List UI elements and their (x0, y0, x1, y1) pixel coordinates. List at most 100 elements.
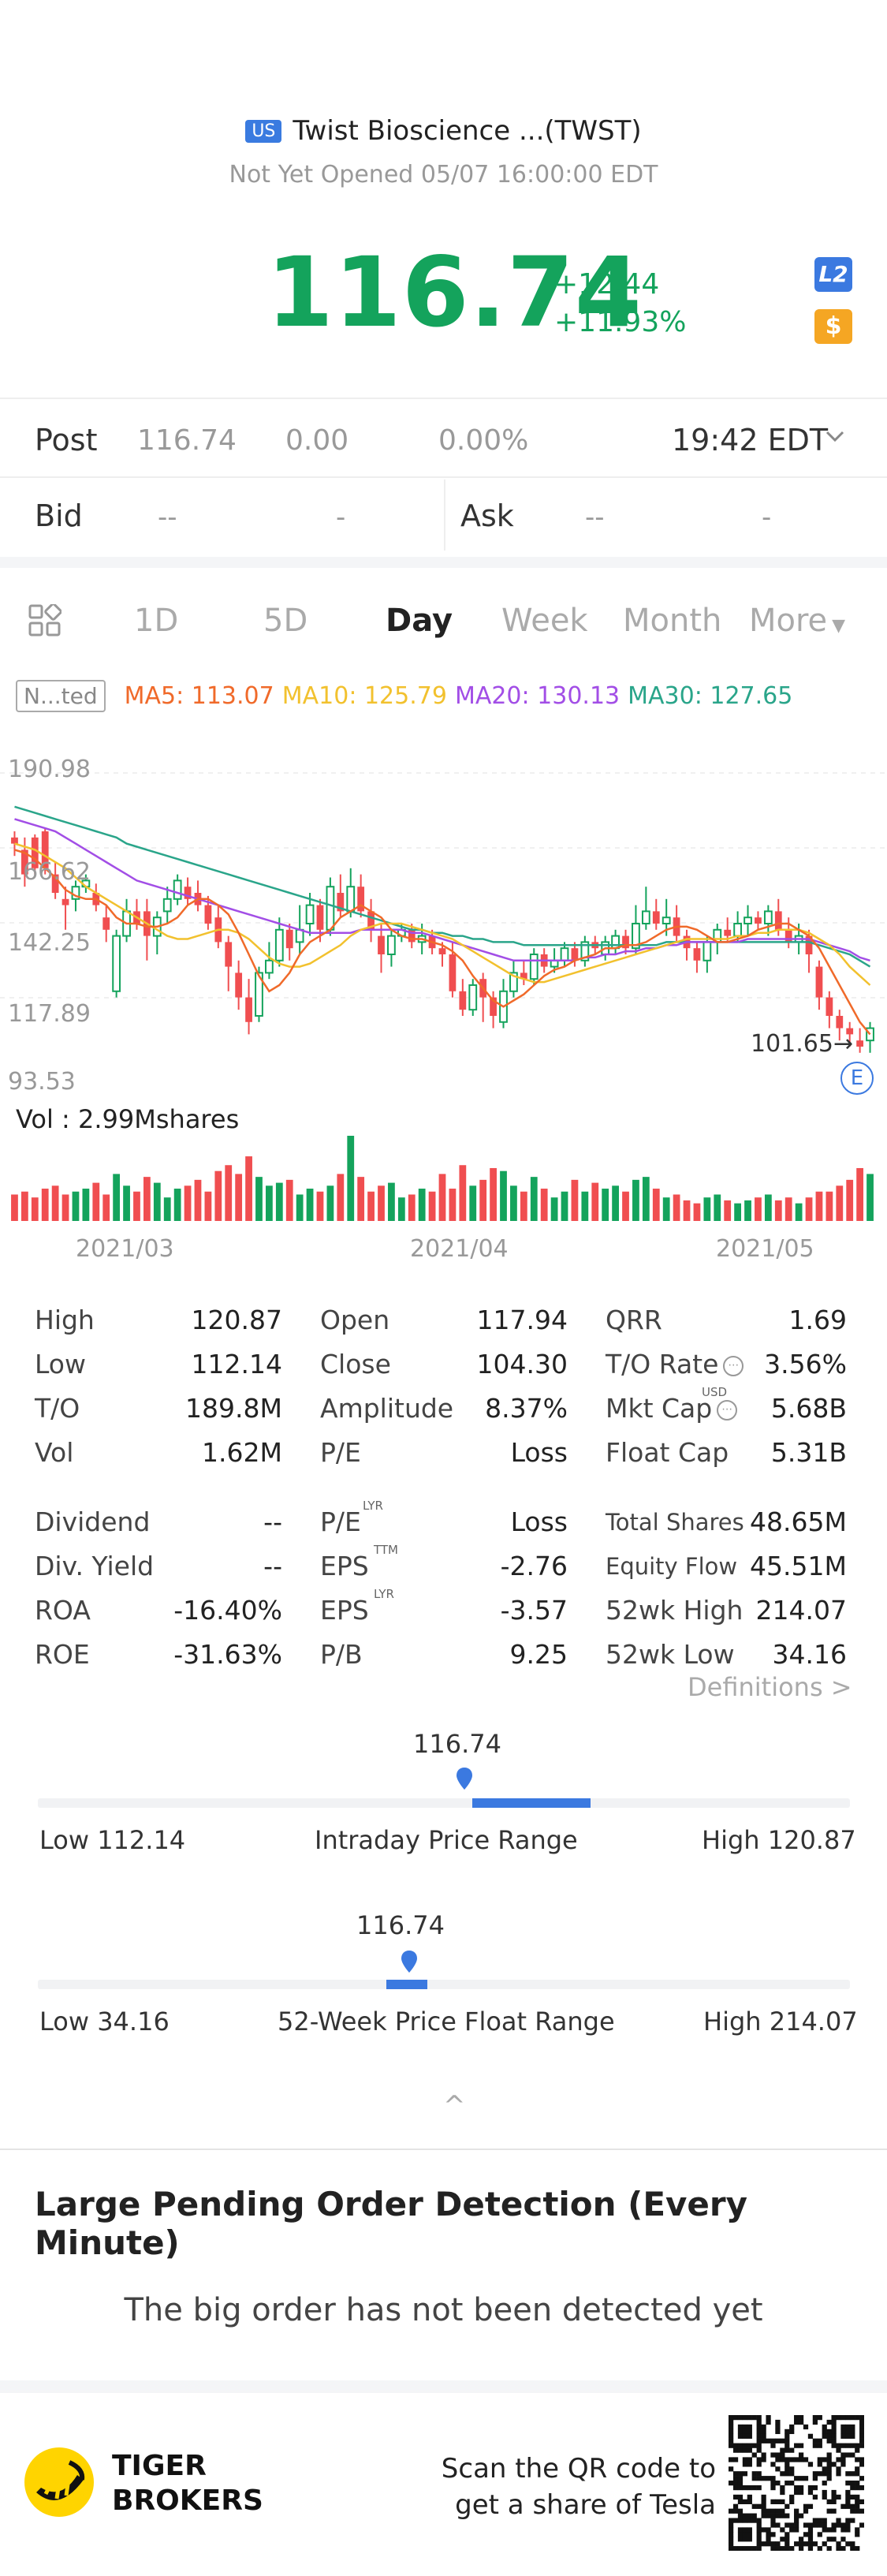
qr-module (794, 2527, 799, 2533)
qr-module (775, 2481, 781, 2486)
volume-bar (418, 1189, 426, 1221)
qr-module (780, 2457, 785, 2462)
definitions-link[interactable]: Definitions > (688, 1672, 852, 1702)
qr-module (794, 2485, 799, 2491)
stat-label-text: Mkt Cap (606, 1393, 713, 1424)
tab-day[interactable]: Day (386, 603, 453, 639)
qr-module (766, 2527, 771, 2533)
stat-value: -3.57 (500, 1595, 568, 1626)
stat-value: -16.40% (173, 1595, 282, 1626)
qr-module (775, 2452, 781, 2458)
candle (184, 877, 192, 905)
qr-module (780, 2438, 785, 2443)
qr-module (817, 2522, 822, 2528)
qr-module (836, 2443, 841, 2448)
qr-module (761, 2541, 766, 2547)
stat-label-text: EPS (320, 1551, 369, 1581)
candle (755, 911, 762, 930)
tab-month[interactable]: Month (623, 603, 722, 639)
earnings-marker-icon[interactable]: E (840, 1062, 874, 1095)
qr-module (775, 2429, 781, 2435)
qr-module (775, 2522, 781, 2528)
qr-module (789, 2457, 795, 2462)
stat-value: Loss (510, 1437, 568, 1468)
volume-bar (133, 1191, 140, 1221)
volume-bar (235, 1174, 243, 1221)
tab-week[interactable]: Week (501, 603, 588, 639)
volume-bar (51, 1185, 59, 1221)
volume-bar (724, 1200, 732, 1221)
candle (622, 929, 629, 954)
tab-5d[interactable]: 5D (263, 603, 308, 639)
x-tick: 2021/03 (76, 1235, 174, 1263)
qr-module (822, 2471, 827, 2477)
scan-text-line1: Scan the QR code to (441, 2453, 716, 2485)
tab-1d[interactable]: 1D (134, 603, 179, 639)
qr-module (812, 2438, 818, 2443)
volume-bar (449, 1189, 457, 1221)
volume-bar (795, 1203, 803, 1221)
qr-module (732, 2447, 739, 2453)
candle (235, 960, 243, 1010)
qr-module (742, 2513, 748, 2518)
volume-bar (642, 1177, 650, 1221)
volume-chart[interactable] (0, 1134, 887, 1223)
qr-module (737, 2424, 744, 2430)
candle (580, 935, 590, 967)
volume-bar (612, 1185, 619, 1221)
volume-bar (347, 1136, 355, 1221)
layout-grid-icon[interactable] (28, 604, 61, 637)
info-icon[interactable]: ⋯ (717, 1399, 738, 1421)
qr-module (737, 2513, 744, 2518)
chevron-down-icon[interactable] (823, 424, 847, 448)
qr-module (756, 2522, 762, 2528)
level2-icon[interactable]: L2 (814, 257, 852, 292)
stat-label: Amplitude (320, 1393, 453, 1424)
qr-module (729, 2438, 734, 2443)
volume-bar (194, 1179, 202, 1221)
qr-module (742, 2447, 748, 2453)
qr-module (742, 2471, 748, 2477)
qr-module (732, 2503, 739, 2509)
adjust-mode-button[interactable]: N...ted (16, 680, 106, 712)
qr-module (747, 2499, 752, 2504)
collapse-icon[interactable]: ^ (443, 2090, 466, 2122)
qr-module (840, 2457, 846, 2462)
qr-module (855, 2471, 860, 2477)
qr-module (766, 2541, 771, 2547)
arrow-right-icon: → (833, 1030, 854, 1058)
stock-title[interactable]: Twist Bioscience ...(TWST) (293, 115, 642, 147)
volume-bar (714, 1194, 721, 1221)
qr-module (737, 2433, 744, 2439)
qr-module (798, 2489, 804, 2496)
volume-bar (826, 1191, 833, 1221)
qr-module (775, 2513, 781, 2518)
qr-module (756, 2457, 762, 2462)
qr-module (751, 2518, 757, 2523)
dollar-icon[interactable]: $ (814, 309, 852, 344)
qr-module (840, 2452, 846, 2458)
qr-module (822, 2481, 827, 2486)
qr-module (855, 2508, 860, 2514)
post-time[interactable]: 19:42 EDT (672, 423, 829, 457)
info-icon[interactable]: ⋯ (723, 1355, 744, 1376)
volume-bar (82, 1189, 90, 1221)
qr-module (742, 2518, 748, 2523)
qr-module (756, 2429, 762, 2435)
candlestick-chart[interactable] (0, 749, 887, 1081)
volume-bar (856, 1167, 864, 1221)
stat-value: -2.76 (500, 1551, 568, 1581)
stat-superscript: USD (702, 1385, 728, 1399)
qr-module (770, 2522, 776, 2528)
qr-module (785, 2537, 790, 2542)
tab-more[interactable]: More ▼ (749, 603, 845, 639)
qr-module (789, 2546, 795, 2551)
qr-module (732, 2476, 739, 2481)
qr-module (770, 2462, 776, 2467)
qr-module (737, 2518, 744, 2523)
qr-module (826, 2471, 832, 2477)
qr-module (789, 2494, 795, 2500)
qr-module (780, 2485, 785, 2491)
qr-module (826, 2537, 832, 2542)
qr-module (836, 2471, 841, 2477)
